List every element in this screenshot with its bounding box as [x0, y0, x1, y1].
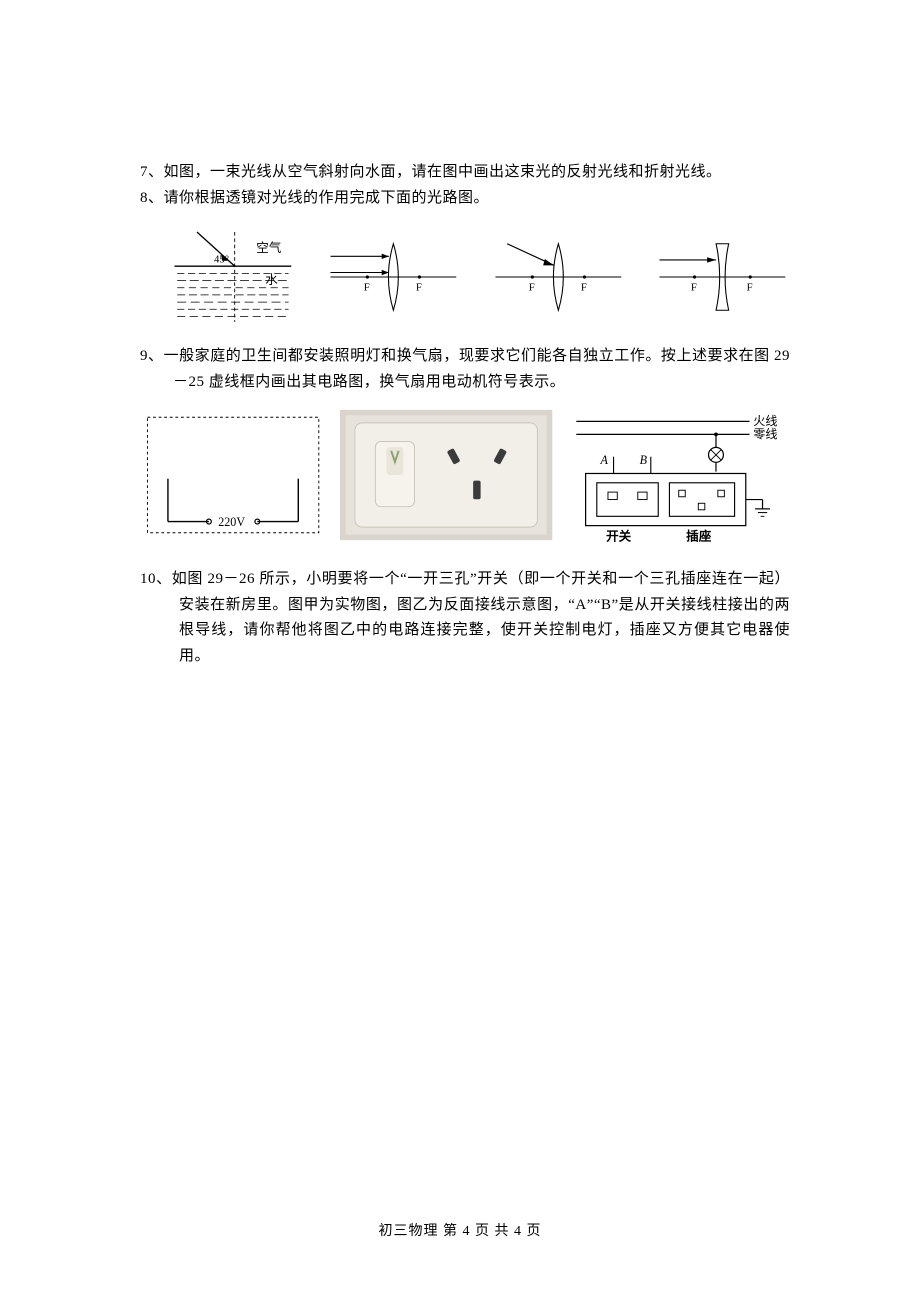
water-label: 水 — [265, 273, 278, 287]
socket-label: 插座 — [686, 529, 712, 544]
F-right: F — [416, 281, 422, 293]
question-8: 8、请你根据透镜对光线的作用完成下面的光路图。 — [140, 186, 790, 212]
figure-row-optics: 45° 空气 水 F F — [170, 219, 790, 334]
voltage-label: 220V — [218, 515, 245, 529]
fig-circuit-box: 220V — [140, 405, 326, 545]
question-7: 7、如图，一束光线从空气斜射向水面，请在图中画出这束光的反射光线和折射光线。 — [140, 160, 790, 186]
B-label: B — [639, 453, 647, 467]
live-label: 火线 — [753, 414, 777, 428]
page: 7、如图，一束光线从空气斜射向水面，请在图中画出这束光的反射光线和折射光线。 8… — [0, 0, 920, 1302]
neutral-label: 零线 — [753, 427, 777, 441]
fig-wiring: 火线 零线 A B — [567, 405, 790, 555]
air-label: 空气 — [256, 240, 282, 255]
angle-label: 45° — [214, 254, 229, 266]
F-left: F — [363, 281, 369, 293]
figure-row-circuits: 220V 火线 零线 — [140, 405, 790, 555]
F-right: F — [747, 281, 753, 293]
fig-lens-1: F F — [326, 232, 461, 322]
A-label: A — [599, 453, 608, 467]
question-9: 9、一般家庭的卫生间都安装照明灯和换气扇，现要求它们能各自独立工作。按上述要求在… — [140, 344, 790, 395]
page-footer: 初三物理 第 4 页 共 4 页 — [0, 1220, 920, 1240]
switch-label: 开关 — [606, 529, 632, 544]
fig-lens-2: F F — [491, 232, 626, 322]
question-10: 10、如图 29－26 所示，小明要将一个“一开三孔”开关（即一个开关和一个三孔… — [140, 567, 790, 669]
F-left: F — [528, 281, 534, 293]
F-left: F — [691, 281, 697, 293]
fig-air-water: 45° 空气 水 — [170, 219, 296, 334]
fig-socket-photo — [340, 405, 552, 545]
fig-lens-3: F F — [655, 232, 790, 322]
F-right: F — [580, 281, 586, 293]
